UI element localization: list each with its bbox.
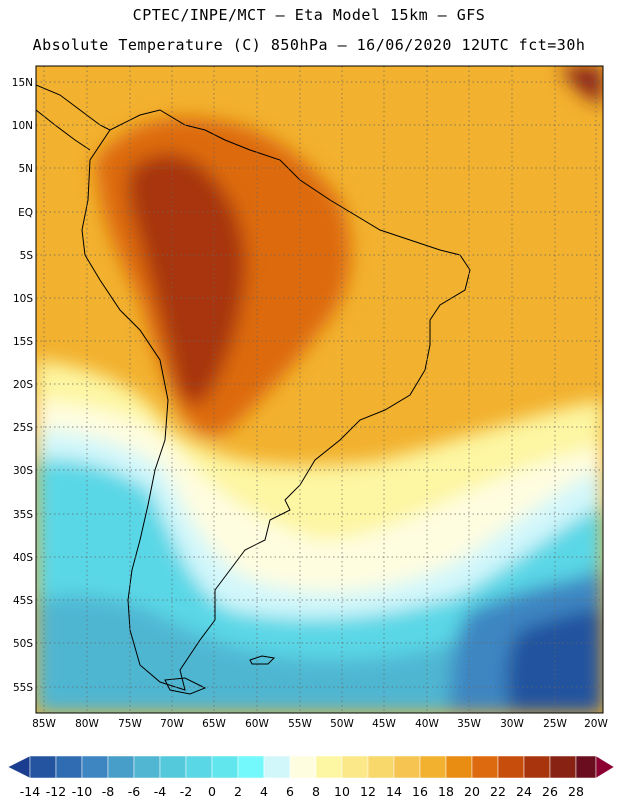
lat-label: 15N xyxy=(12,77,33,89)
colorbar-cell xyxy=(81,755,109,779)
falkland-islands xyxy=(249,655,276,665)
coastlines xyxy=(36,84,471,695)
lat-label: 45S xyxy=(13,595,33,607)
lat-label: 30S xyxy=(13,465,33,477)
colorbar-cell xyxy=(523,755,551,779)
colorbar-label: -10 xyxy=(72,784,92,799)
colorbar-high-arrow xyxy=(595,755,615,779)
colorbar-cell xyxy=(237,755,265,779)
longitude-axis: 85W 80W 75W 70W 65W 60W 55W 50W 45W 40W … xyxy=(32,718,608,730)
colorbar-label: 2 xyxy=(234,784,242,799)
lon-label: 45W xyxy=(372,718,396,730)
lon-label: 50W xyxy=(330,718,354,730)
colorbar-cell xyxy=(315,755,343,779)
colorbar-cell xyxy=(575,755,597,779)
colorbar-cell xyxy=(341,755,369,779)
lat-label: 10N xyxy=(12,120,33,132)
lon-label: 25W xyxy=(543,718,567,730)
colorbar-label: -14 xyxy=(20,784,40,799)
lon-label: 60W xyxy=(245,718,269,730)
colorbar-label: 6 xyxy=(286,784,294,799)
lat-label: 50S xyxy=(13,638,33,650)
lon-label: 40W xyxy=(415,718,439,730)
temperature-field xyxy=(36,66,603,713)
colorbar-label: 0 xyxy=(208,784,216,799)
colorbar-cell xyxy=(211,755,239,779)
chart-title-line-2: Absolute Temperature (C) 850hPa – 16/06/… xyxy=(32,36,586,54)
colorbar-cell xyxy=(159,755,187,779)
colorbar-label: 18 xyxy=(438,784,454,799)
colorbar-cell xyxy=(55,755,83,779)
tierra-del-fuego xyxy=(164,677,207,695)
colorbar-label: 14 xyxy=(386,784,402,799)
colorbar-cell xyxy=(549,755,577,779)
lon-label: 30W xyxy=(500,718,524,730)
lon-label: 70W xyxy=(160,718,184,730)
lat-label: 40S xyxy=(13,552,33,564)
lat-label: 15S xyxy=(13,336,33,348)
colorbar-cell xyxy=(29,755,57,779)
colorbar-label: 24 xyxy=(516,784,532,799)
lat-label: 35S xyxy=(13,509,33,521)
colorbar-label: 12 xyxy=(360,784,376,799)
colorbar-label: 28 xyxy=(568,784,584,799)
colorbar-label: -2 xyxy=(180,784,192,799)
colorbar-cell xyxy=(289,755,317,779)
lat-label: 5N xyxy=(18,163,33,175)
colorbar-cell xyxy=(393,755,421,779)
colorbar-label: 10 xyxy=(334,784,350,799)
colorbar xyxy=(7,755,615,779)
lon-label: 35W xyxy=(457,718,481,730)
south-america-coastline xyxy=(81,109,471,691)
lat-label: 5S xyxy=(20,250,34,262)
lon-label: 65W xyxy=(202,718,226,730)
chart-title-line-1: CPTEC/INPE/MCT – Eta Model 15km – GFS xyxy=(132,6,486,24)
lat-label: 10S xyxy=(13,293,33,305)
colorbar-label: -4 xyxy=(154,784,167,799)
colorbar-cell xyxy=(445,755,473,779)
colorbar-low-arrow xyxy=(7,755,31,779)
field-core-26c xyxy=(128,154,246,404)
map-frame xyxy=(35,65,604,714)
lat-label: 20S xyxy=(13,379,33,391)
colorbar-label: 20 xyxy=(464,784,480,799)
colorbar-cell xyxy=(497,755,525,779)
colorbar-cell xyxy=(107,755,135,779)
colorbar-cell xyxy=(367,755,395,779)
colorbar-label: -12 xyxy=(46,784,66,799)
colorbar-label: 22 xyxy=(490,784,506,799)
lat-label: 25S xyxy=(13,422,33,434)
colorbar-cell xyxy=(185,755,213,779)
colorbar-label: -8 xyxy=(102,784,115,799)
lat-label: EQ xyxy=(18,207,33,219)
colorbar-label: 26 xyxy=(542,784,558,799)
colorbar-cell xyxy=(471,755,499,779)
lat-label: 55S xyxy=(13,682,33,694)
field-warm-northeast xyxy=(560,66,603,105)
lon-label: 85W xyxy=(32,718,56,730)
lon-label: 80W xyxy=(75,718,99,730)
graticule xyxy=(36,66,603,713)
colorbar-label: 8 xyxy=(312,784,320,799)
colorbar-label: 16 xyxy=(412,784,428,799)
colorbar-cell xyxy=(419,755,447,779)
lon-label: 55W xyxy=(288,718,312,730)
latitude-axis: 15N 10N 5N EQ 5S 10S 15S 20S 25S 30S 35S… xyxy=(12,77,34,694)
colorbar-cell xyxy=(263,755,291,779)
colorbar-cell xyxy=(133,755,161,779)
colorbar-label: 4 xyxy=(260,784,268,799)
colorbar-labels: -14 -12 -10 -8 -6 -4 -2 0 2 4 6 8 10 12 … xyxy=(20,784,584,799)
lon-label: 75W xyxy=(118,718,142,730)
colorbar-label: -6 xyxy=(128,784,141,799)
lon-label: 20W xyxy=(584,718,608,730)
central-america-coastline xyxy=(36,84,111,151)
